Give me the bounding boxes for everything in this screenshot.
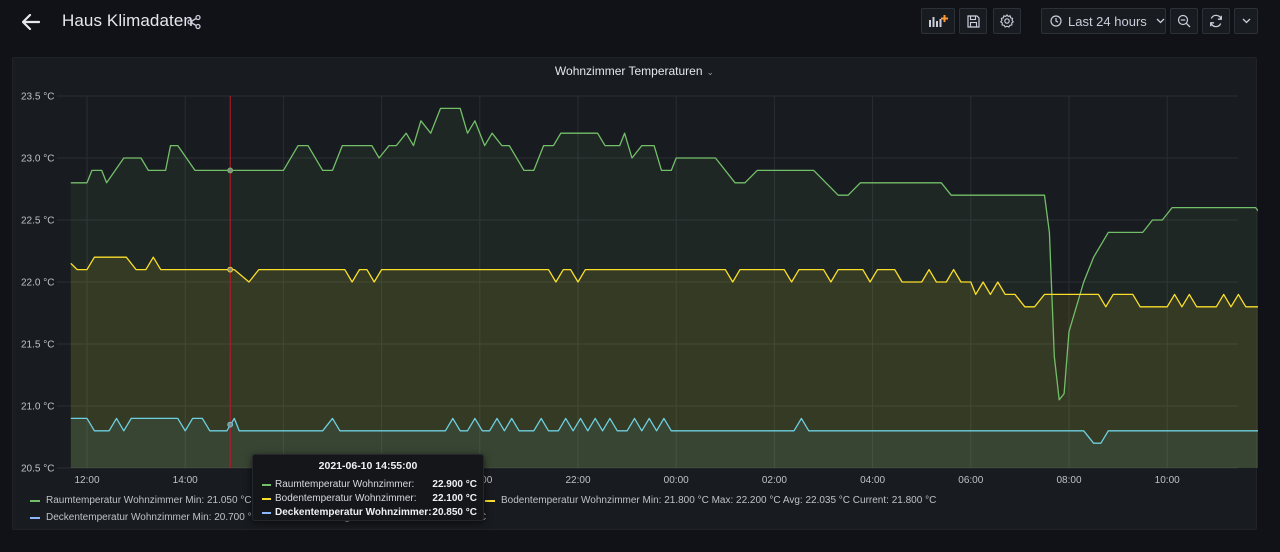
legend-color-swatch xyxy=(30,516,40,519)
tooltip-series-name: Deckentemperatur Wohnzimmer: xyxy=(275,507,432,518)
tooltip-swatch xyxy=(262,483,271,486)
temperature-chart[interactable]: 23.5 °C 23.0 °C 22.5 °C 22.0 °C 21.5 °C 21.0 … xyxy=(13,58,1258,531)
y-tick-label: 22.0 °C xyxy=(21,278,54,289)
tooltip-swatch xyxy=(262,511,271,514)
series-raumtemperatur-line xyxy=(70,107,1258,401)
back-button[interactable] xyxy=(18,9,44,35)
panel-title-text: Wohnzimmer Temperaturen xyxy=(554,64,703,78)
chevron-down-icon xyxy=(1242,18,1250,24)
legend-label: Bodentemperatur Wohnzimmer Min: 21.800 °… xyxy=(501,495,937,506)
y-tick-label: 21.0 °C xyxy=(21,402,54,413)
panel-title[interactable]: Wohnzimmer Temperaturen ⌄ xyxy=(13,64,1256,78)
y-tick-label: 23.0 °C xyxy=(21,154,54,165)
y-tick-label: 21.5 °C xyxy=(21,340,54,351)
tooltip-series-name: Raumtemperatur Wohnzimmer: xyxy=(275,479,415,490)
tooltip-row: Raumtemperatur Wohnzimmer: 22.900 °C xyxy=(262,479,477,490)
chevron-down-icon: ⌄ xyxy=(706,67,715,77)
series-deckentemperatur-line xyxy=(70,417,1258,444)
tooltip-time: 2021-06-10 14:55:00 xyxy=(318,460,418,472)
dashboard-settings-button[interactable] xyxy=(993,8,1021,34)
tooltip-row: Deckentemperatur Wohnzimmer: 20.850 °C xyxy=(262,507,477,518)
legend-color-swatch xyxy=(30,499,40,502)
tooltip-row: Bodentemperatur Wohnzimmer: 22.100 °C xyxy=(262,493,477,504)
dashboard-navbar: Haus Klimadaten Last 24 xyxy=(0,0,1280,44)
x-tick-label: 06:00 xyxy=(958,475,983,486)
x-tick-label: 10:00 xyxy=(1155,475,1180,486)
refresh-interval-dropdown[interactable] xyxy=(1234,8,1258,34)
hover-point xyxy=(227,167,234,174)
time-range-picker[interactable]: Last 24 hours xyxy=(1041,8,1166,34)
legend-color-swatch xyxy=(485,499,495,502)
hover-point xyxy=(227,266,234,273)
clock-icon xyxy=(1050,15,1062,27)
tooltip-value: 20.850 °C xyxy=(432,507,477,518)
add-panel-button[interactable] xyxy=(921,8,955,34)
series-bodentemperatur-line xyxy=(70,256,1258,308)
refresh-icon xyxy=(1210,14,1222,28)
hover-point xyxy=(227,421,234,428)
share-icon[interactable] xyxy=(186,14,202,30)
refresh-button[interactable] xyxy=(1202,8,1230,34)
zoom-out-button[interactable] xyxy=(1170,8,1198,34)
zoom-out-icon xyxy=(1177,14,1191,28)
x-tick-label: 04:00 xyxy=(860,475,885,486)
arrow-left-icon xyxy=(22,14,40,30)
add-panel-icon xyxy=(929,15,948,27)
tooltip-value: 22.900 °C xyxy=(432,479,477,490)
time-range-label: Last 24 hours xyxy=(1068,13,1147,29)
tooltip-series-name: Bodentemperatur Wohnzimmer: xyxy=(275,493,417,504)
x-tick-label: 00:00 xyxy=(664,475,689,486)
x-tick-label: 08:00 xyxy=(1056,475,1081,486)
save-dashboard-button[interactable] xyxy=(959,8,987,34)
graph-panel: Wohnzimmer Temperaturen ⌄ 23.5 °C 23.0 °C 2… xyxy=(12,57,1258,531)
save-icon xyxy=(966,14,980,28)
x-tick-label: 12:00 xyxy=(74,475,99,486)
graph-tooltip: 2021-06-10 14:55:00 Raumtemperatur Wohnz… xyxy=(252,454,484,521)
x-tick-label: 22:00 xyxy=(565,475,590,486)
tooltip-value: 22.100 °C xyxy=(432,493,477,504)
chevron-down-icon xyxy=(1156,18,1165,24)
legend-item-bodentemperatur[interactable]: Bodentemperatur Wohnzimmer Min: 21.800 °… xyxy=(485,495,936,506)
gear-icon xyxy=(1000,14,1014,28)
x-tick-label: 14:00 xyxy=(173,475,198,486)
tooltip-swatch xyxy=(262,497,271,500)
series-bodentemperatur-area xyxy=(70,257,1258,468)
series-raumtemperatur-area xyxy=(70,108,1258,468)
y-tick-label: 22.5 °C xyxy=(21,216,54,227)
y-tick-label: 23.5 °C xyxy=(21,92,54,103)
dashboard-title[interactable]: Haus Klimadaten xyxy=(62,11,193,30)
x-tick-label: 02:00 xyxy=(762,475,787,486)
y-tick-label: 20.5 °C xyxy=(21,464,54,475)
